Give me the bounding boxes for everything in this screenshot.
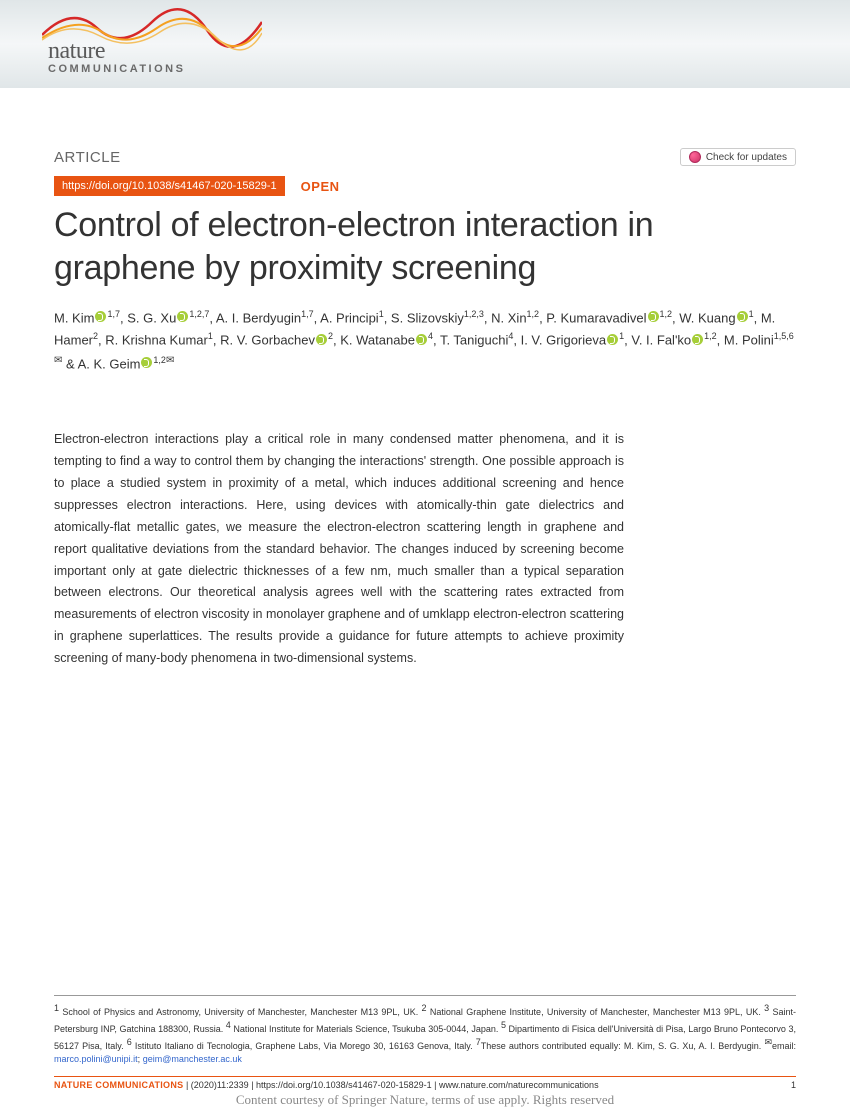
affiliations-block: 1 School of Physics and Astronomy, Unive… bbox=[54, 995, 796, 1066]
page-footer: NATURE COMMUNICATIONS | (2020)11:2339 | … bbox=[54, 1076, 796, 1090]
article-type-label: ARTICLE bbox=[54, 149, 121, 166]
orcid-icon[interactable] bbox=[648, 311, 659, 322]
logo-name: nature bbox=[48, 38, 185, 65]
article-title: Control of electron-electron interaction… bbox=[54, 204, 796, 289]
mail-icon: ✉ bbox=[54, 355, 62, 366]
footer-citation-text: | (2020)11:2339 | https://doi.org/10.103… bbox=[183, 1080, 598, 1090]
check-updates-label: Check for updates bbox=[706, 152, 787, 163]
email-link[interactable]: marco.polini@unipi.it bbox=[54, 1054, 138, 1064]
orcid-icon[interactable] bbox=[692, 334, 703, 345]
orcid-icon[interactable] bbox=[737, 311, 748, 322]
doi-link[interactable]: https://doi.org/10.1038/s41467-020-15829… bbox=[54, 176, 285, 196]
orcid-icon[interactable] bbox=[416, 334, 427, 345]
crossmark-icon bbox=[689, 151, 701, 163]
journal-header-band: nature COMMUNICATIONS bbox=[0, 0, 850, 88]
orcid-icon[interactable] bbox=[177, 311, 188, 322]
orcid-icon[interactable] bbox=[95, 311, 106, 322]
page-number: 1 bbox=[791, 1080, 796, 1090]
article-content: ARTICLE Check for updates https://doi.or… bbox=[0, 88, 850, 670]
orcid-icon[interactable] bbox=[141, 357, 152, 368]
footer-journal-name: NATURE COMMUNICATIONS bbox=[54, 1080, 183, 1090]
abstract-text: Electron-electron interactions play a cr… bbox=[54, 429, 624, 670]
open-access-label: OPEN bbox=[301, 179, 340, 194]
orcid-icon[interactable] bbox=[316, 334, 327, 345]
courtesy-notice: Content courtesy of Springer Nature, ter… bbox=[0, 1092, 850, 1108]
email-link[interactable]: geim@manchester.ac.uk bbox=[143, 1054, 242, 1064]
orcid-icon[interactable] bbox=[607, 334, 618, 345]
logo-subtitle: COMMUNICATIONS bbox=[48, 63, 185, 75]
author-list: M. Kim1,7, S. G. Xu1,2,7, A. I. Berdyugi… bbox=[54, 307, 796, 375]
footer-citation: NATURE COMMUNICATIONS | (2020)11:2339 | … bbox=[54, 1080, 599, 1090]
journal-logo: nature COMMUNICATIONS bbox=[48, 38, 185, 75]
check-updates-button[interactable]: Check for updates bbox=[680, 148, 796, 166]
mail-icon: ✉ bbox=[166, 355, 174, 366]
